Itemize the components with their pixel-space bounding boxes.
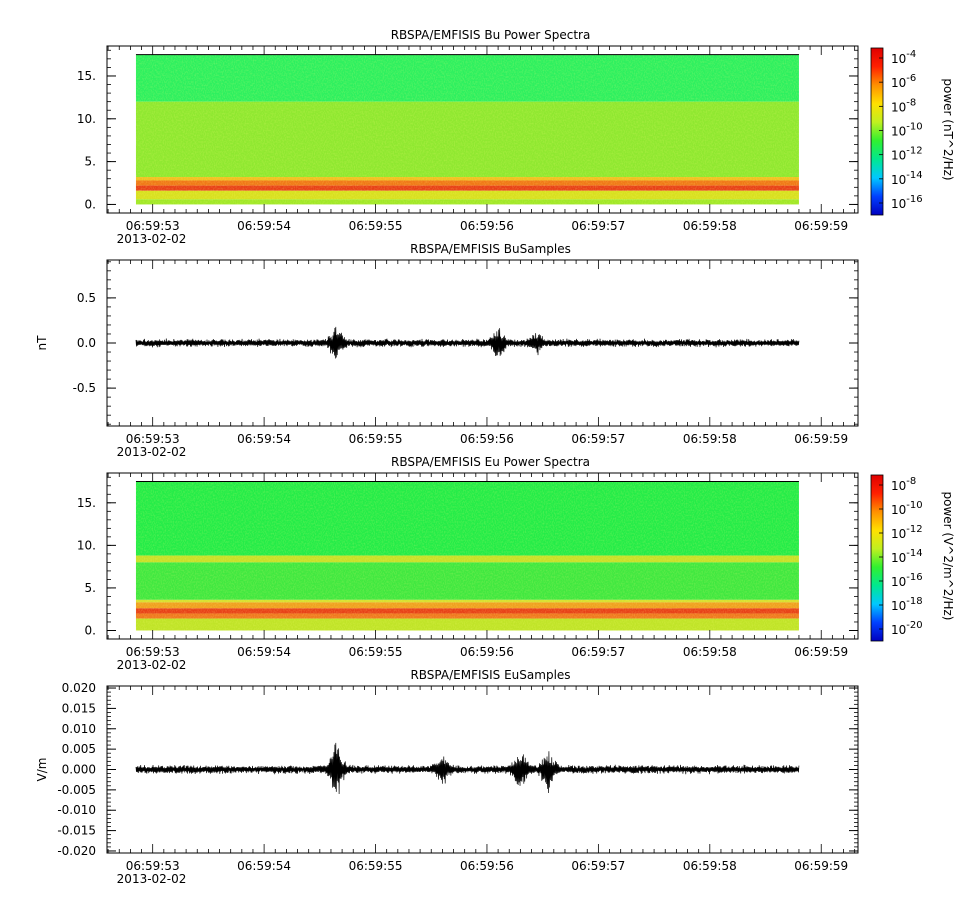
y-tick-label: 0. xyxy=(85,623,96,637)
colorbar-tick-label: 10-6 xyxy=(891,73,916,90)
x-tick-label: 06:59:54 xyxy=(237,645,291,659)
waveform-trace xyxy=(135,326,800,359)
y-tick-label: 15. xyxy=(77,69,96,83)
spectrogram xyxy=(135,481,799,631)
x-date-label: 2013-02-02 xyxy=(117,232,187,246)
x-date-label: 2013-02-02 xyxy=(117,445,187,459)
plot-frame xyxy=(106,45,859,214)
x-tick-label: 06:59:59 xyxy=(794,219,848,233)
y-axis-label: nT xyxy=(35,335,49,351)
panel-title: RBSPA/EMFISIS Bu Power Spectra xyxy=(391,28,591,42)
x-tick-label: 06:59:53 xyxy=(126,432,180,446)
y-tick-label: 0.020 xyxy=(62,681,96,695)
x-tick-label: 06:59:56 xyxy=(460,432,514,446)
y-tick-label: -0.020 xyxy=(57,844,96,858)
x-date-label: 2013-02-02 xyxy=(117,658,187,672)
y-tick-label: -0.5 xyxy=(73,381,96,395)
colorbar-tick-label: 10-16 xyxy=(891,572,923,589)
x-tick-label: 06:59:53 xyxy=(126,859,180,873)
colorbar-tick-label: 10-16 xyxy=(891,194,923,211)
x-tick-label: 06:59:58 xyxy=(683,859,737,873)
x-tick-label: 06:59:58 xyxy=(683,645,737,659)
y-tick-label: 0.005 xyxy=(62,742,96,756)
panel-title: RBSPA/EMFISIS Eu Power Spectra xyxy=(391,455,590,469)
x-tick-label: 06:59:54 xyxy=(237,219,291,233)
x-tick-label: 06:59:55 xyxy=(349,645,403,659)
x-tick-label: 06:59:55 xyxy=(349,432,403,446)
x-tick-label: 06:59:54 xyxy=(237,859,291,873)
x-tick-label: 06:59:58 xyxy=(683,219,737,233)
x-tick-label: 06:59:55 xyxy=(349,219,403,233)
x-date-label: 2013-02-02 xyxy=(117,872,187,886)
x-tick-label: 06:59:54 xyxy=(237,432,291,446)
colorbar-gradient xyxy=(870,474,884,642)
colorbar-label: power (V^2/m^2/Hz) xyxy=(941,492,955,621)
colorbar-tick-label: 10-10 xyxy=(891,500,923,517)
plot-frame xyxy=(106,472,859,640)
colorbar-tick-label: 10-4 xyxy=(891,49,916,66)
spectrogram xyxy=(135,54,799,205)
colorbar-tick-label: 10-12 xyxy=(891,524,923,541)
x-tick-label: 06:59:57 xyxy=(571,432,625,446)
x-tick-label: 06:59:53 xyxy=(126,219,180,233)
x-tick-label: 06:59:57 xyxy=(571,645,625,659)
colorbar-label: power (nT^2/Hz) xyxy=(941,78,955,180)
colorbar-tick-label: 10-14 xyxy=(891,548,923,565)
colorbar-tick-label: 10-12 xyxy=(891,146,923,163)
x-tick-label: 06:59:57 xyxy=(571,859,625,873)
x-tick-label: 06:59:56 xyxy=(460,219,514,233)
y-tick-label: -0.010 xyxy=(57,803,96,817)
colorbar: 10-8 10-10 10-12 10-14 10-16 10-18 10-20 power … xyxy=(870,474,955,642)
spectrum-noise xyxy=(135,481,799,631)
y-tick-label: 0.015 xyxy=(62,701,96,715)
y-tick-label: 10. xyxy=(77,538,96,552)
panel-2: RBSPA/EMFISIS BuSamples nT 0.5 0.0 -0.5 06:59… xyxy=(35,242,859,459)
y-tick-label: 15. xyxy=(77,496,96,510)
y-axis-label: V/m xyxy=(35,758,49,782)
y-tick-label: 0.010 xyxy=(62,722,96,736)
y-tick-label: 0.5 xyxy=(77,291,96,305)
x-tick-label: 06:59:56 xyxy=(460,645,514,659)
colorbar-gradient xyxy=(870,47,884,216)
colorbar-tick-label: 10-8 xyxy=(891,476,916,493)
y-tick-label: 10. xyxy=(77,112,96,126)
panel-title: RBSPA/EMFISIS EuSamples xyxy=(410,668,570,682)
spectrum-noise xyxy=(135,54,799,205)
panel-title: RBSPA/EMFISIS BuSamples xyxy=(410,242,571,256)
colorbar-tick-label: 10-8 xyxy=(891,97,916,114)
y-tick-label: 0. xyxy=(85,197,96,211)
panel-1: RBSPA/EMFISIS Bu Power Spectra10-410-610… xyxy=(77,28,955,246)
y-tick-label: 0.000 xyxy=(62,763,96,777)
x-tick-label: 06:59:55 xyxy=(349,859,403,873)
colorbar-tick-label: 10-10 xyxy=(891,122,923,139)
colorbar-tick-label: 10-20 xyxy=(891,620,923,637)
x-tick-label: 06:59:58 xyxy=(683,432,737,446)
colorbar: 10-4 10-6 10-8 10-10 10-12 10-14 10-16 power (n… xyxy=(870,47,955,216)
y-tick-label: 5. xyxy=(85,581,96,595)
y-tick-label: -0.005 xyxy=(57,783,96,797)
x-tick-label: 06:59:53 xyxy=(126,645,180,659)
x-tick-label: 06:59:59 xyxy=(794,432,848,446)
x-tick-label: 06:59:59 xyxy=(794,645,848,659)
waveform-trace xyxy=(135,742,800,794)
y-tick-label: 0.0 xyxy=(77,336,96,350)
colorbar-tick-label: 10-14 xyxy=(891,170,923,187)
y-tick-label: -0.015 xyxy=(57,824,96,838)
colorbar-tick-label: 10-18 xyxy=(891,596,923,613)
x-tick-label: 06:59:59 xyxy=(794,859,848,873)
panel-4: RBSPA/EMFISIS EuSamples V/m 0.020 0.015 0.01… xyxy=(35,668,859,886)
y-tick-label: 5. xyxy=(85,155,96,169)
panel-3: RBSPA/EMFISIS Eu Power Spectra10-810-101… xyxy=(77,455,955,672)
x-tick-label: 06:59:56 xyxy=(460,859,514,873)
x-tick-label: 06:59:57 xyxy=(571,219,625,233)
